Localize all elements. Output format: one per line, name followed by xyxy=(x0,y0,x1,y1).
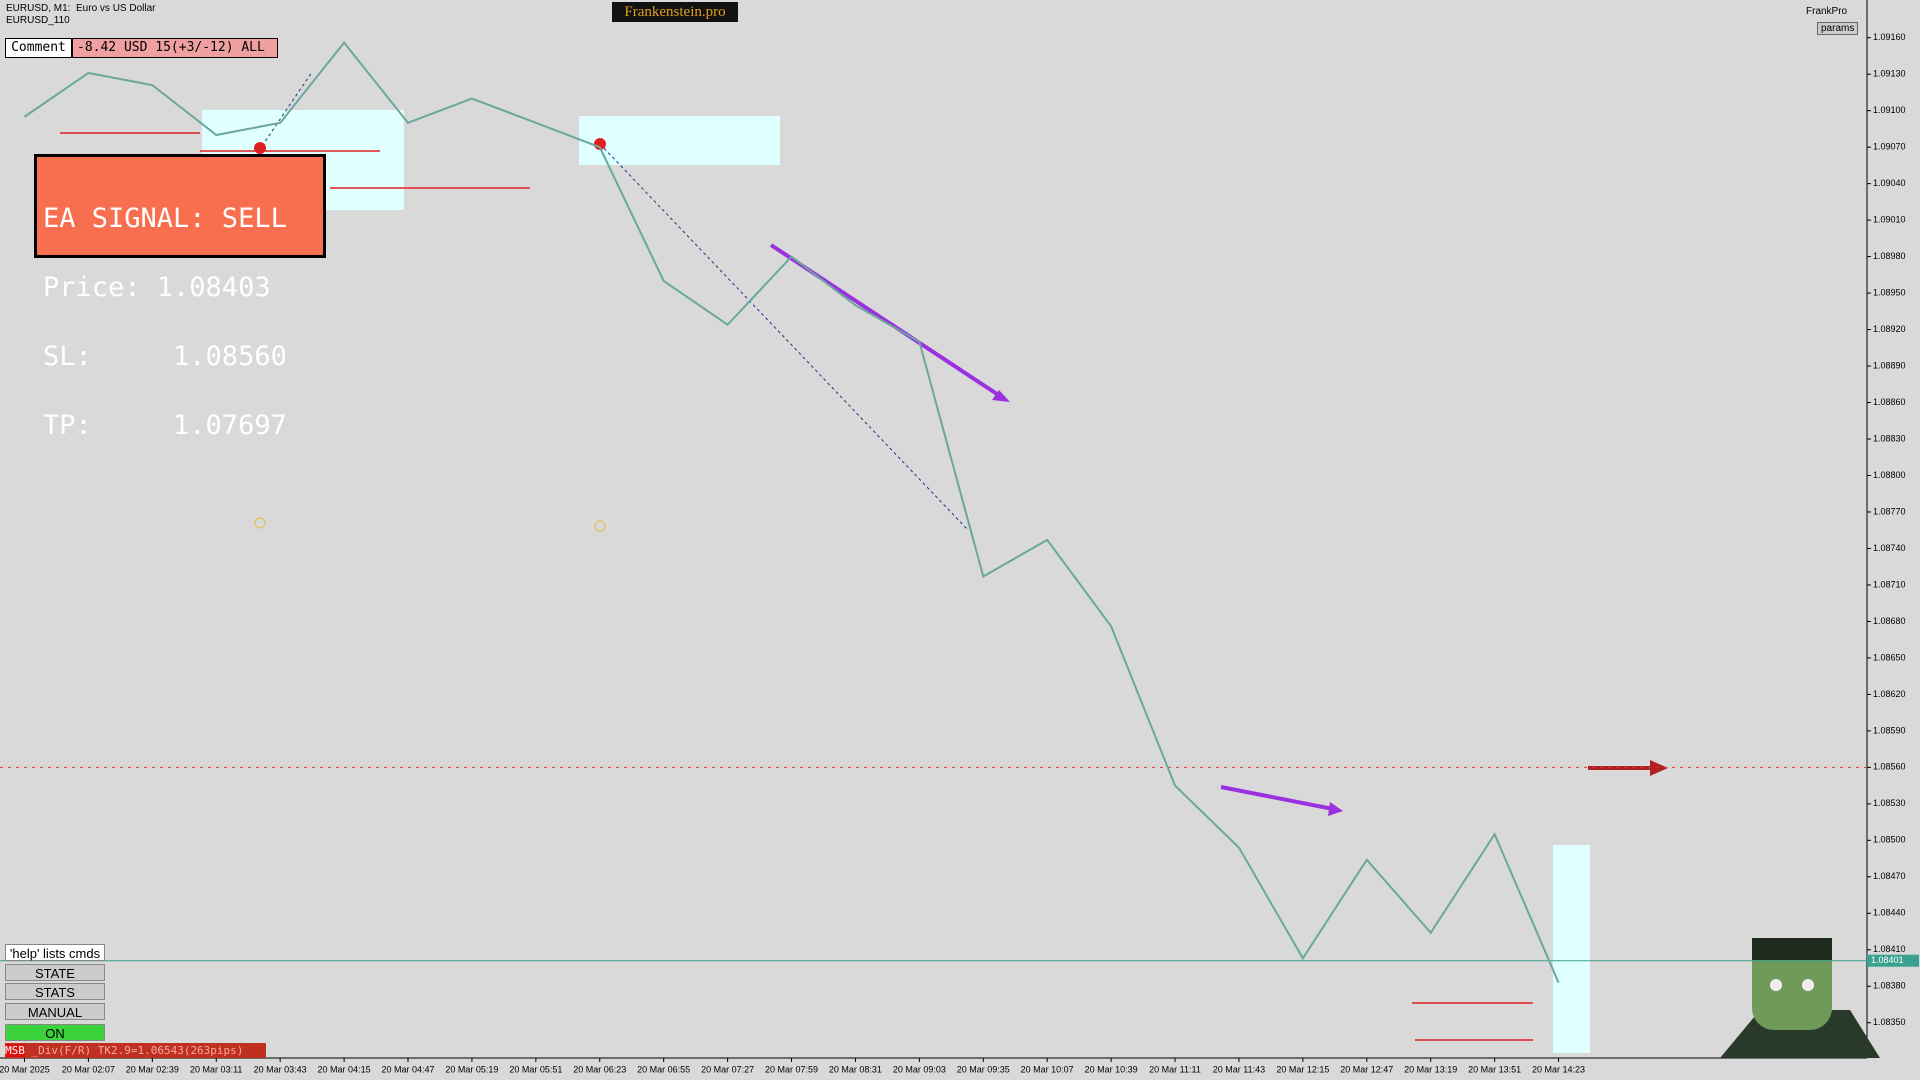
x-tick-label: 20 Mar 06:55 xyxy=(637,1064,690,1074)
zone-box xyxy=(1553,845,1590,1053)
marker xyxy=(254,517,266,529)
y-tick-label: 1.08350 xyxy=(1873,1017,1906,1027)
signal-line: Price: 1.08403 xyxy=(43,272,271,303)
y-tick-label: 1.08890 xyxy=(1873,360,1906,370)
y-tick-label: 1.09040 xyxy=(1873,178,1906,188)
arrow-head xyxy=(1328,802,1343,816)
state-button[interactable]: STATE xyxy=(5,964,105,981)
y-tick-label: 1.09160 xyxy=(1873,32,1906,42)
x-tick-label: 20 Mar 2025 xyxy=(0,1064,50,1074)
x-tick-label: 20 Mar 05:51 xyxy=(509,1064,562,1074)
y-tick-label: 1.09100 xyxy=(1873,105,1906,115)
help-hint: 'help' lists cmds xyxy=(5,944,105,961)
arrow-head xyxy=(992,390,1010,402)
x-tick-label: 20 Mar 14:23 xyxy=(1532,1064,1585,1074)
y-tick-label: 1.08740 xyxy=(1873,543,1906,553)
status-tag: MSB xyxy=(5,1044,25,1057)
mascot xyxy=(1720,938,1880,1058)
y-tick-label: 1.08680 xyxy=(1873,616,1906,626)
x-tick-label: 20 Mar 04:47 xyxy=(381,1064,434,1074)
signal-marker xyxy=(254,142,266,154)
x-tick-label: 20 Mar 06:23 xyxy=(573,1064,626,1074)
x-tick-label: 20 Mar 10:07 xyxy=(1021,1064,1074,1074)
trend-line xyxy=(599,143,968,530)
x-tick-label: 20 Mar 12:15 xyxy=(1276,1064,1329,1074)
price-tag xyxy=(1867,954,1919,967)
y-tick-label: 1.08440 xyxy=(1873,908,1906,918)
x-tick-label: 20 Mar 12:47 xyxy=(1340,1064,1393,1074)
y-tick-label: 1.08950 xyxy=(1873,287,1906,297)
price-label: 1.08401 xyxy=(1871,955,1904,965)
x-tick-label: 20 Mar 03:11 xyxy=(190,1064,242,1074)
comment-value: -8.42 USD 15(+3/-12) ALL xyxy=(72,38,278,58)
y-tick-label: 1.08620 xyxy=(1873,689,1906,699)
y-tick-label: 1.08980 xyxy=(1873,251,1906,261)
status-text: _Div(F/R) TK2.9=1.06543(263pips) xyxy=(24,1044,244,1057)
stats-button[interactable]: STATS xyxy=(5,983,105,1000)
x-tick-label: 20 Mar 07:27 xyxy=(701,1064,754,1074)
y-tick-label: 1.09070 xyxy=(1873,142,1906,152)
y-tick-label: 1.08650 xyxy=(1873,652,1906,662)
x-tick-label: 20 Mar 02:07 xyxy=(62,1064,115,1074)
marker xyxy=(594,520,606,532)
manual-button[interactable]: MANUAL xyxy=(5,1003,105,1020)
x-tick-label: 20 Mar 08:31 xyxy=(829,1064,882,1074)
params-button[interactable]: params xyxy=(1817,22,1859,35)
x-tick-label: 20 Mar 07:59 xyxy=(765,1064,818,1074)
y-tick-label: 1.08410 xyxy=(1873,944,1906,954)
y-tick-label: 1.08380 xyxy=(1873,981,1906,991)
y-tick-label: 1.08710 xyxy=(1873,579,1906,589)
on-button[interactable]: ON xyxy=(5,1024,105,1041)
x-tick-label: 20 Mar 04:15 xyxy=(318,1064,371,1074)
symbol: EURUSD, M1: Euro vs US Dollar xyxy=(6,3,156,14)
signal-line: SL: 1.08560 xyxy=(43,341,287,372)
y-tick-label: 1.08590 xyxy=(1873,725,1906,735)
indicator: EURUSD_110 xyxy=(6,15,70,26)
arrow xyxy=(1220,785,1334,811)
trend-line xyxy=(261,71,313,147)
y-tick-label: 1.08860 xyxy=(1873,397,1906,407)
y-tick-label: 1.08830 xyxy=(1873,433,1906,443)
account: FrankPro xyxy=(1806,6,1848,17)
x-tick-label: 20 Mar 03:43 xyxy=(254,1064,307,1074)
x-tick-label: 20 Mar 09:03 xyxy=(893,1064,946,1074)
status-bar: MSB _Div(F/R) TK2.9=1.06543(263pips) xyxy=(5,1043,266,1058)
brand: Frankenstein.pro xyxy=(612,2,738,22)
y-tick-label: 1.08500 xyxy=(1873,835,1906,845)
y-tick-label: 1.09130 xyxy=(1873,69,1906,79)
x-tick-label: 20 Mar 11:43 xyxy=(1213,1064,1265,1074)
signal-line: EA SIGNAL: SELL xyxy=(43,203,287,234)
arrow-head xyxy=(1650,760,1668,776)
signal-box: EA SIGNAL: SELL Price: 1.08403 SL: 1.085… xyxy=(34,154,326,439)
x-tick-label: 20 Mar 05:19 xyxy=(445,1064,498,1074)
x-tick-label: 20 Mar 13:51 xyxy=(1468,1064,1521,1074)
y-tick-label: 1.08470 xyxy=(1873,871,1906,881)
signal-line: TP: 1.07697 xyxy=(43,410,287,441)
x-tick-label: 20 Mar 11:11 xyxy=(1149,1064,1201,1074)
y-tick-label: 1.08920 xyxy=(1873,324,1906,334)
price-line-series xyxy=(23,40,1560,983)
y-tick-label: 1.08770 xyxy=(1873,506,1906,516)
y-tick-label: 1.08560 xyxy=(1873,762,1906,772)
x-tick-label: 20 Mar 10:39 xyxy=(1085,1064,1138,1074)
zone-box xyxy=(579,116,780,165)
comment-label: Comment xyxy=(5,38,72,58)
y-tick-label: 1.09010 xyxy=(1873,215,1906,225)
x-tick-label: 20 Mar 09:35 xyxy=(957,1064,1010,1074)
y-tick-label: 1.08530 xyxy=(1873,798,1906,808)
x-tick-label: 20 Mar 13:19 xyxy=(1404,1064,1457,1074)
y-tick-label: 1.08800 xyxy=(1873,470,1906,480)
x-tick-label: 20 Mar 02:39 xyxy=(126,1064,179,1074)
